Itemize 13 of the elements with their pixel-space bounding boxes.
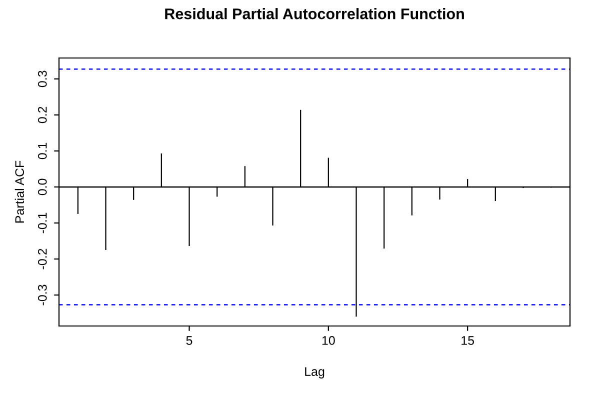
chart-title: Residual Partial Autocorrelation Function: [165, 8, 464, 20]
x-tick-label: 15: [462, 336, 474, 345]
y-tick-label: 0.3: [38, 70, 47, 88]
x-tick-label: 10: [322, 336, 335, 345]
x-tick-label: 5: [186, 336, 192, 345]
y-tick-label: 0.0: [38, 178, 47, 196]
y-tick-label: -0.3: [38, 284, 47, 306]
y-tick-label: -0.2: [38, 248, 47, 270]
y-axis-title: Partial ACF: [14, 160, 24, 223]
y-tick-label: 0.2: [38, 106, 47, 124]
y-tick-label: -0.1: [38, 212, 47, 234]
x-axis-title: Lag: [305, 367, 324, 378]
y-tick-label: 0.1: [38, 142, 47, 160]
